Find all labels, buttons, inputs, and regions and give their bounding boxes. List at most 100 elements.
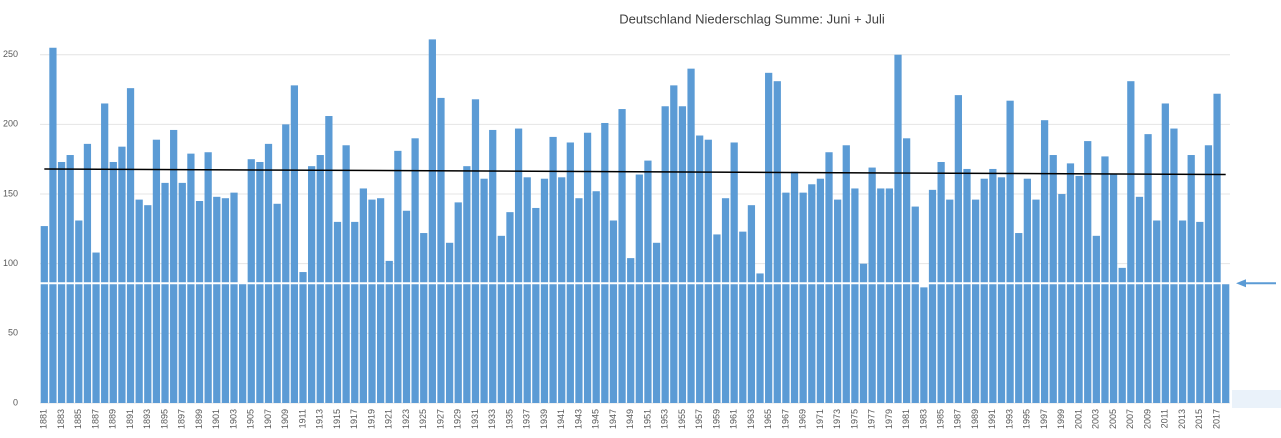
bar xyxy=(101,103,109,403)
bar xyxy=(1032,199,1040,403)
bar xyxy=(437,97,445,404)
x-tick-label: 1921 xyxy=(384,409,394,429)
bar xyxy=(1040,120,1049,404)
bar xyxy=(903,138,911,403)
bar xyxy=(230,192,238,403)
x-tick-label: 1953 xyxy=(660,409,670,429)
x-tick-label: 2011 xyxy=(1160,409,1170,428)
bar xyxy=(540,178,549,403)
bar xyxy=(1178,220,1187,403)
bar xyxy=(859,263,868,403)
bar xyxy=(627,258,635,403)
x-tick-label: 2017 xyxy=(1211,409,1221,429)
x-tick-label: 2013 xyxy=(1177,409,1187,429)
bar xyxy=(618,109,626,403)
bar xyxy=(635,174,643,403)
bar xyxy=(989,168,997,403)
bar xyxy=(75,220,83,403)
bar xyxy=(885,188,894,403)
bar xyxy=(566,142,574,403)
bar xyxy=(428,39,436,404)
bar xyxy=(92,252,100,403)
bar xyxy=(1204,145,1213,403)
bar xyxy=(601,122,609,403)
bar xyxy=(1213,93,1221,403)
bar xyxy=(1196,221,1204,403)
bar xyxy=(480,178,488,403)
bar xyxy=(195,200,204,403)
x-tick-label: 1951 xyxy=(642,409,652,429)
bar xyxy=(420,233,428,403)
bar xyxy=(713,234,721,403)
x-tick-label: 1919 xyxy=(366,409,376,429)
x-tick-label: 1949 xyxy=(625,409,635,429)
bar xyxy=(971,199,980,403)
x-tick-label: 1975 xyxy=(849,409,859,429)
x-tick-label: 1955 xyxy=(677,409,687,429)
x-tick-label: 1999 xyxy=(1056,409,1066,429)
bar xyxy=(765,72,773,403)
x-tick-label: 1931 xyxy=(470,409,480,429)
bar xyxy=(799,192,807,403)
bar xyxy=(325,116,333,404)
x-tick-label: 1939 xyxy=(539,409,549,429)
bar xyxy=(523,177,531,403)
bar xyxy=(739,231,747,403)
bar xyxy=(204,152,212,403)
y-tick-label: 200 xyxy=(3,119,18,129)
x-tick-label: 1989 xyxy=(970,409,980,429)
bar xyxy=(471,99,480,404)
bar xyxy=(83,143,92,403)
x-tick-label: 1901 xyxy=(211,409,221,429)
x-tick-label: 1963 xyxy=(746,409,756,429)
bar xyxy=(126,88,135,403)
bar xyxy=(1058,194,1066,403)
bar xyxy=(1153,220,1161,403)
bar xyxy=(282,124,290,403)
bar xyxy=(773,81,781,404)
bar xyxy=(239,283,247,403)
bar xyxy=(661,106,669,403)
bar xyxy=(549,136,557,403)
x-tick-label: 1937 xyxy=(522,409,532,429)
bar xyxy=(1006,100,1014,403)
bar xyxy=(514,128,523,403)
x-tick-label: 1895 xyxy=(159,409,169,429)
x-tick-label: 2009 xyxy=(1142,409,1152,429)
x-tick-label: 1887 xyxy=(90,409,100,429)
x-tick-label: 1947 xyxy=(608,409,618,429)
x-tick-label: 1881 xyxy=(39,409,49,429)
x-tick-label: 2007 xyxy=(1125,409,1135,429)
bar xyxy=(454,202,462,403)
bar xyxy=(946,199,954,403)
bar xyxy=(394,150,402,403)
bar xyxy=(1187,155,1195,403)
bar xyxy=(264,143,273,403)
bar xyxy=(747,205,756,403)
bar xyxy=(368,199,376,403)
bar xyxy=(342,145,350,403)
x-tick-label: 1899 xyxy=(194,409,204,429)
x-tick-label: 2015 xyxy=(1194,409,1204,429)
bar xyxy=(463,166,471,403)
bar xyxy=(187,153,195,403)
x-tick-label: 1961 xyxy=(729,409,739,429)
bar xyxy=(790,171,799,403)
bar xyxy=(66,155,74,403)
bar xyxy=(411,138,419,403)
x-tick-label: 1941 xyxy=(556,409,566,429)
y-tick-label: 250 xyxy=(3,49,18,59)
bar xyxy=(558,177,566,403)
bar xyxy=(221,198,230,403)
bar xyxy=(1144,134,1152,403)
bar xyxy=(273,203,281,403)
x-tick-label: 1933 xyxy=(487,409,497,429)
x-tick-label: 1905 xyxy=(246,409,256,429)
bar xyxy=(1222,283,1230,403)
y-tick-label: 50 xyxy=(8,328,18,338)
x-tick-label: 1891 xyxy=(125,409,135,429)
x-tick-label: 1967 xyxy=(780,409,790,429)
bar xyxy=(583,132,592,403)
bar xyxy=(489,129,497,403)
